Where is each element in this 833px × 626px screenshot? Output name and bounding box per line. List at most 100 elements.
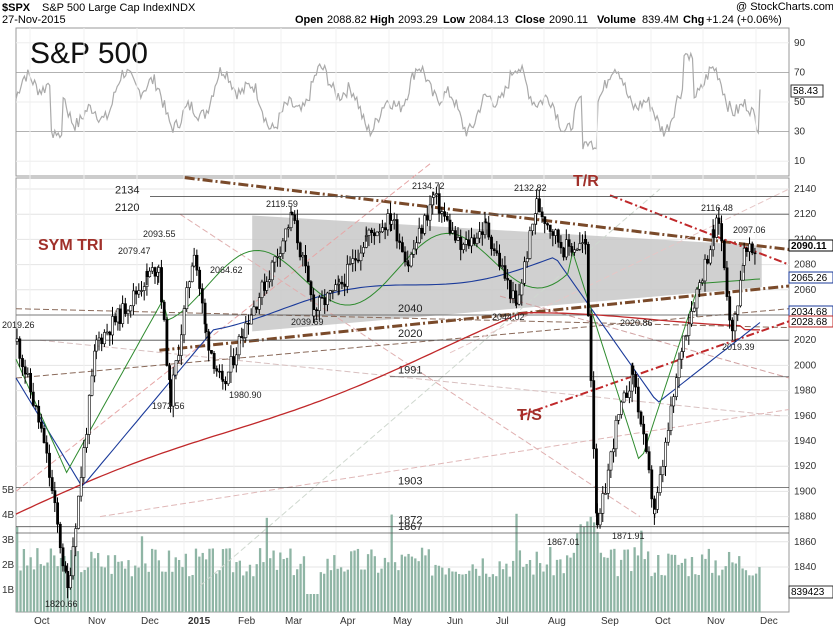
volume-bar (154, 549, 157, 612)
volume-bar (495, 576, 498, 612)
volume-bar (387, 562, 390, 612)
volume-bar (221, 549, 225, 612)
volume-bar (734, 563, 737, 612)
price-candle-body (157, 267, 161, 273)
price-candle-body (680, 351, 684, 360)
price-candle-body (432, 194, 436, 198)
volume-bar (360, 569, 363, 612)
volume-bar (83, 569, 86, 612)
price-candle-body (160, 267, 163, 303)
price-candle-body (409, 253, 413, 267)
chart-annotation: SYM TRI (38, 237, 103, 254)
volume-bar (721, 569, 724, 612)
price-candle-body (690, 311, 693, 325)
price-candle-body (609, 451, 613, 471)
volume-bar (248, 564, 252, 612)
volume-bar (441, 567, 444, 612)
volume-bar (150, 548, 154, 612)
price-candle-body (596, 512, 599, 526)
price-candle-body (467, 239, 471, 247)
volume-bar (410, 556, 414, 612)
peak-label: 2093.55 (143, 229, 176, 239)
volume-bar (613, 548, 616, 612)
volume-bar (522, 566, 525, 612)
price-candle-body (706, 258, 710, 264)
rsi-tick-label: 10 (794, 156, 806, 167)
volume-bar (643, 559, 646, 612)
volume-bar (265, 517, 268, 612)
peak-label: 1820.66 (45, 599, 78, 609)
volume-bar (552, 575, 555, 612)
x-tick-label: Dec (760, 616, 778, 626)
volume-bar (424, 555, 427, 612)
volume-bar (326, 558, 329, 612)
price-candle-body (142, 286, 146, 291)
volume-bar (451, 571, 454, 612)
peak-label: 2132.82 (514, 183, 547, 193)
price-candle-body (658, 474, 662, 493)
x-tick-label: Sep (601, 616, 619, 626)
volume-bar (633, 547, 636, 612)
volume-bar (653, 572, 657, 612)
price-candle-body (93, 350, 97, 377)
price-candle-body (348, 263, 352, 265)
price-candle-body (50, 477, 54, 491)
chart-overlay-title: S&P 500 (30, 37, 148, 70)
volume-bar (306, 594, 309, 612)
price-candle-body (548, 224, 552, 232)
volume-bar (619, 559, 623, 612)
price-candle-body (462, 244, 465, 250)
price-candle-body (425, 215, 429, 221)
symbol-label: $SPX (2, 2, 31, 14)
price-candle-body (286, 227, 290, 230)
peak-label: 2079.47 (118, 246, 151, 256)
price-candle-body (620, 401, 623, 415)
price-candle-body (224, 381, 228, 385)
volume-bar (356, 548, 360, 612)
watermark: @ StockCharts.com (736, 1, 833, 13)
volume-bar (296, 569, 299, 612)
x-tick-label: Jun (447, 616, 463, 626)
price-candle-body (531, 223, 535, 232)
price-candle-body (540, 211, 544, 218)
volume-bar (336, 568, 339, 612)
volume-bar (80, 572, 83, 612)
price-candle-body (506, 278, 510, 281)
price-candle-body (612, 448, 616, 453)
trend-line (15, 308, 790, 379)
volume-value: 839.4M (642, 14, 679, 26)
low-label: Low (443, 14, 465, 26)
price-candle-body (445, 216, 449, 221)
price-candle-body (284, 228, 288, 242)
price-candle-body (570, 246, 574, 253)
price-candle-body (717, 217, 721, 224)
price-candle-body (180, 334, 183, 356)
volume-bar (711, 572, 714, 612)
price-candle-body (551, 231, 555, 236)
price-candle-body (495, 250, 499, 254)
volume-bar (238, 560, 241, 612)
price-candle-body (456, 237, 460, 241)
price-candle-body (42, 434, 46, 443)
price-candle-body (64, 565, 68, 572)
price-candle-body (276, 256, 279, 258)
price-candle-body (69, 575, 72, 589)
price-candle-body (509, 279, 512, 299)
volume-bar (525, 563, 528, 612)
volume-bar (670, 554, 673, 612)
price-candle-body (367, 229, 371, 236)
price-candle-body (100, 337, 104, 345)
triangle-lower-line (159, 284, 790, 352)
volume-bar (700, 554, 704, 612)
volume-bar (488, 576, 491, 612)
volume-bar (714, 560, 717, 612)
price-candle-body (153, 267, 157, 277)
price-candle-body (270, 261, 274, 281)
volume-bar (687, 576, 690, 612)
volume-bar (339, 567, 343, 612)
volume-tick-label: 4B (2, 510, 15, 521)
price-tick-label: 2020 (794, 335, 817, 346)
price-candle-body (528, 230, 532, 259)
price-candle-body (484, 221, 488, 224)
volume-bar (59, 557, 63, 612)
